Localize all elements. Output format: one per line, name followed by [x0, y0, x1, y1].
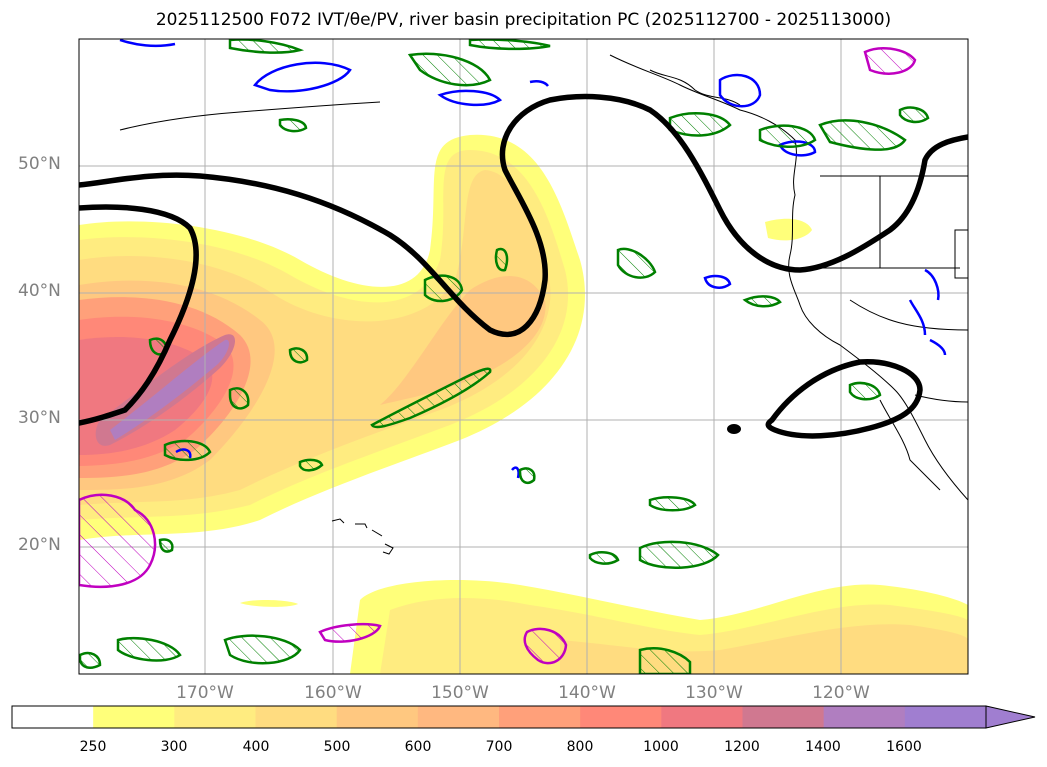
colorbar-tick-300: 300 — [160, 739, 188, 755]
colorbar-segment — [742, 706, 825, 728]
colorbar-tick-250: 250 — [79, 739, 107, 755]
lat-label-30n: 30°N — [18, 408, 61, 428]
lat-label-50n: 50°N — [18, 154, 61, 174]
colorbar-tick-400: 400 — [242, 739, 270, 755]
colorbar-tick-500: 500 — [323, 739, 351, 755]
map-frame — [78, 38, 969, 675]
colorbar-segment — [336, 706, 419, 728]
lat-label-40n: 40°N — [18, 281, 61, 301]
lat-label-20n: 20°N — [18, 535, 61, 555]
lon-label-150w: 150°W — [431, 683, 489, 703]
lon-label-140w: 140°W — [558, 683, 616, 703]
colorbar-segment — [255, 706, 338, 728]
colorbar-tick-1600: 1600 — [886, 739, 922, 755]
colorbar-tick-1400: 1400 — [805, 739, 841, 755]
colorbar-segment — [823, 706, 906, 728]
colorbar-tick-1000: 1000 — [643, 739, 679, 755]
colorbar-segment — [580, 706, 662, 728]
colorbar-tick-600: 600 — [404, 739, 432, 755]
jet-contours — [79, 93, 968, 439]
map-area — [79, 39, 968, 674]
colorbar-extend-arrow — [985, 705, 1036, 729]
colorbar-segment — [12, 706, 94, 728]
gridlines — [79, 39, 968, 674]
colorbar-segment — [499, 706, 581, 728]
coastlines — [119, 54, 968, 501]
colorbar-segment — [174, 706, 256, 728]
lon-label-160w: 160°W — [304, 683, 362, 703]
colorbar — [12, 706, 987, 728]
pv-contours — [79, 39, 930, 674]
lon-label-170w: 170°W — [176, 683, 234, 703]
colorbar-tick-700: 700 — [485, 739, 513, 755]
colorbar-segment — [417, 706, 500, 728]
colorbar-tick-1200: 1200 — [724, 739, 760, 755]
colorbar-segment — [93, 706, 175, 728]
lon-label-120w: 120°W — [812, 683, 870, 703]
lon-label-130w: 130°W — [685, 683, 743, 703]
islands — [331, 518, 394, 555]
colorbar-tick-800: 800 — [566, 739, 594, 755]
theta-e-contours — [119, 39, 947, 479]
colorbar-segment — [904, 706, 987, 728]
colorbar-segment — [661, 706, 743, 728]
island-blob — [727, 424, 741, 434]
magenta-contours — [79, 47, 917, 665]
colorbar-frame — [11, 705, 987, 729]
figure-title: 2025112500 F072 IVT/θe/PV, river basin p… — [155, 10, 892, 30]
